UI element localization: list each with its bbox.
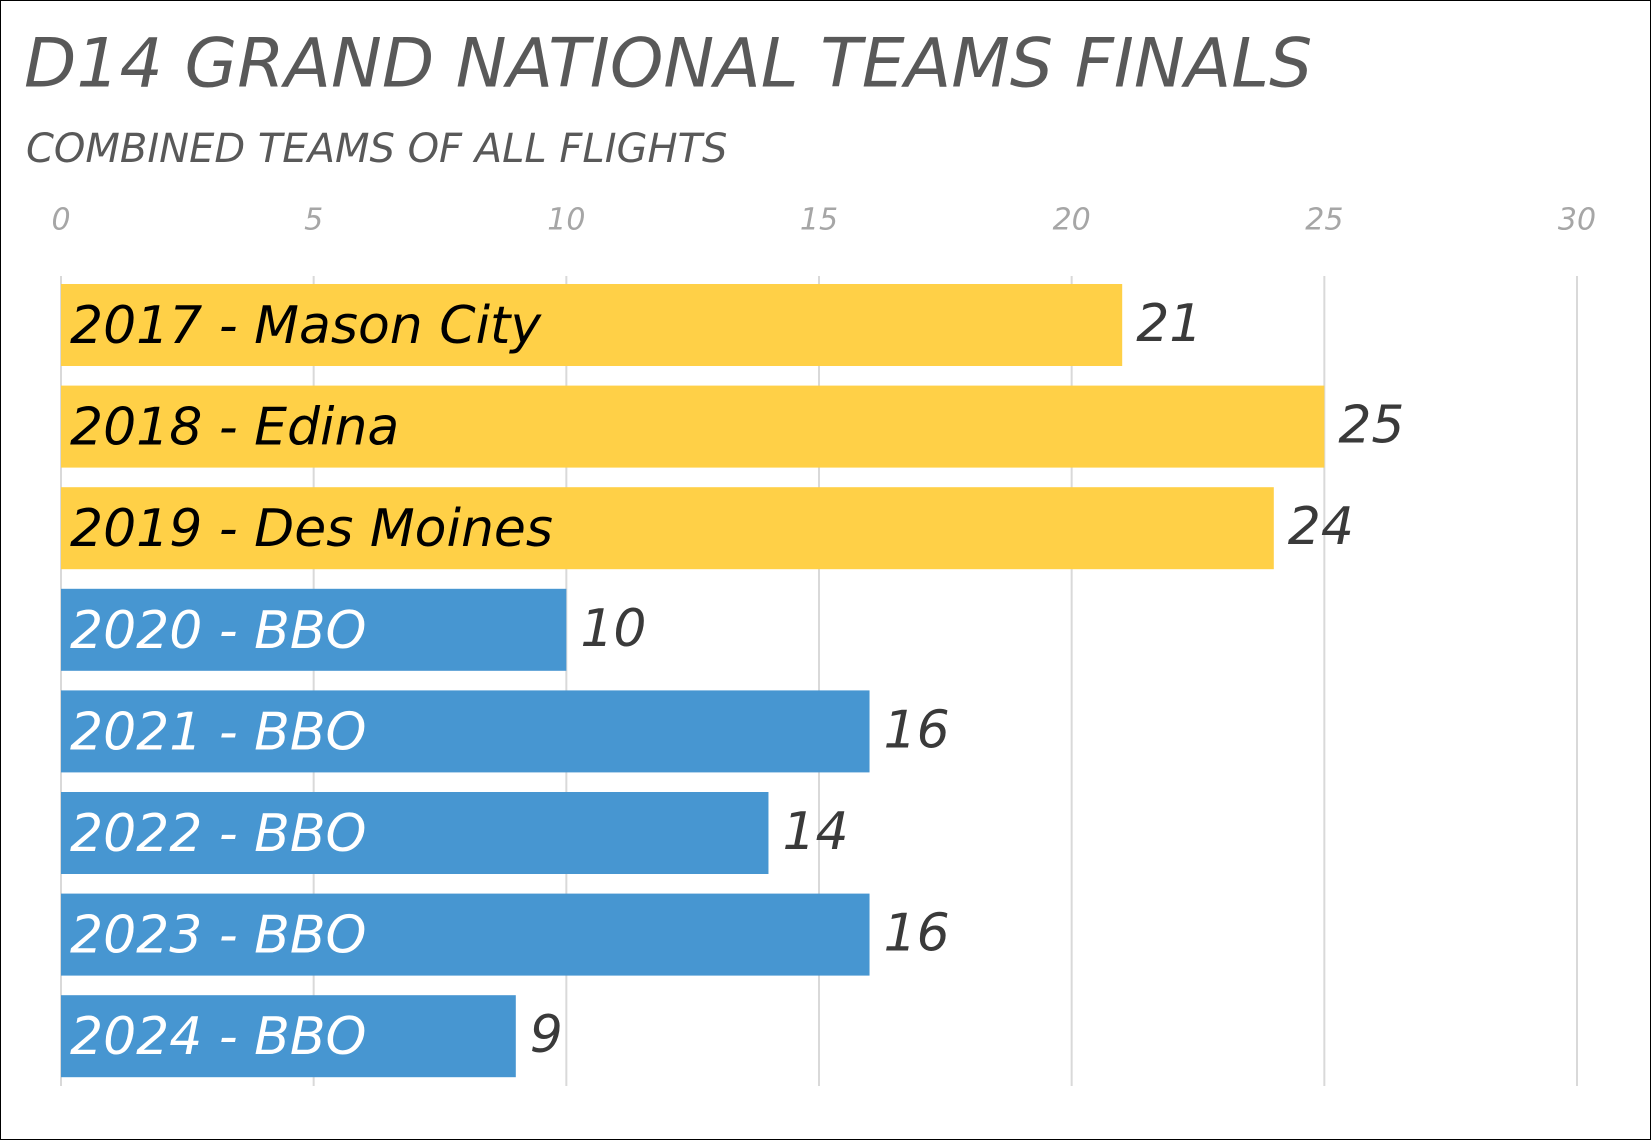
value-label: 14	[782, 802, 848, 862]
value-label: 10	[580, 599, 646, 659]
category-label: 2020 - BBO	[70, 601, 366, 661]
chart-title: D14 GRAND NATIONAL TEAMS FINALS	[24, 25, 1312, 104]
bar	[61, 893, 870, 976]
value-label: 9	[530, 1005, 563, 1065]
category-label: 2023 - BBO	[70, 906, 366, 966]
category-label: 2018 - Edina	[70, 398, 399, 458]
x-tick-label: 20	[1053, 203, 1091, 238]
value-label: 25	[1338, 396, 1404, 456]
value-label: 16	[884, 904, 950, 964]
x-tick-label: 25	[1305, 203, 1343, 238]
category-label: 2021 - BBO	[70, 702, 366, 762]
x-tick-label: 30	[1558, 203, 1596, 238]
bar	[61, 487, 1274, 570]
value-label: 16	[884, 700, 950, 760]
x-tick-label: 15	[800, 203, 838, 238]
bar	[61, 588, 567, 671]
value-label: 21	[1136, 294, 1202, 354]
bar	[61, 690, 870, 773]
bar	[61, 792, 769, 874]
value-label: 24	[1288, 497, 1354, 557]
category-label: 2019 - Des Moines	[70, 499, 553, 559]
bar	[61, 385, 1325, 468]
x-tick-label: 5	[304, 203, 323, 238]
x-tick-label: 0	[51, 203, 70, 238]
category-label: 2017 - Mason City	[70, 296, 542, 356]
bar	[61, 284, 1123, 366]
category-label: 2022 - BBO	[70, 804, 366, 864]
x-tick-label: 10	[547, 203, 585, 238]
chart-subtitle: COMBINED TEAMS OF ALL FLIGHTS	[26, 126, 727, 172]
category-label: 2024 - BBO	[70, 1007, 366, 1067]
bar	[61, 995, 516, 1078]
